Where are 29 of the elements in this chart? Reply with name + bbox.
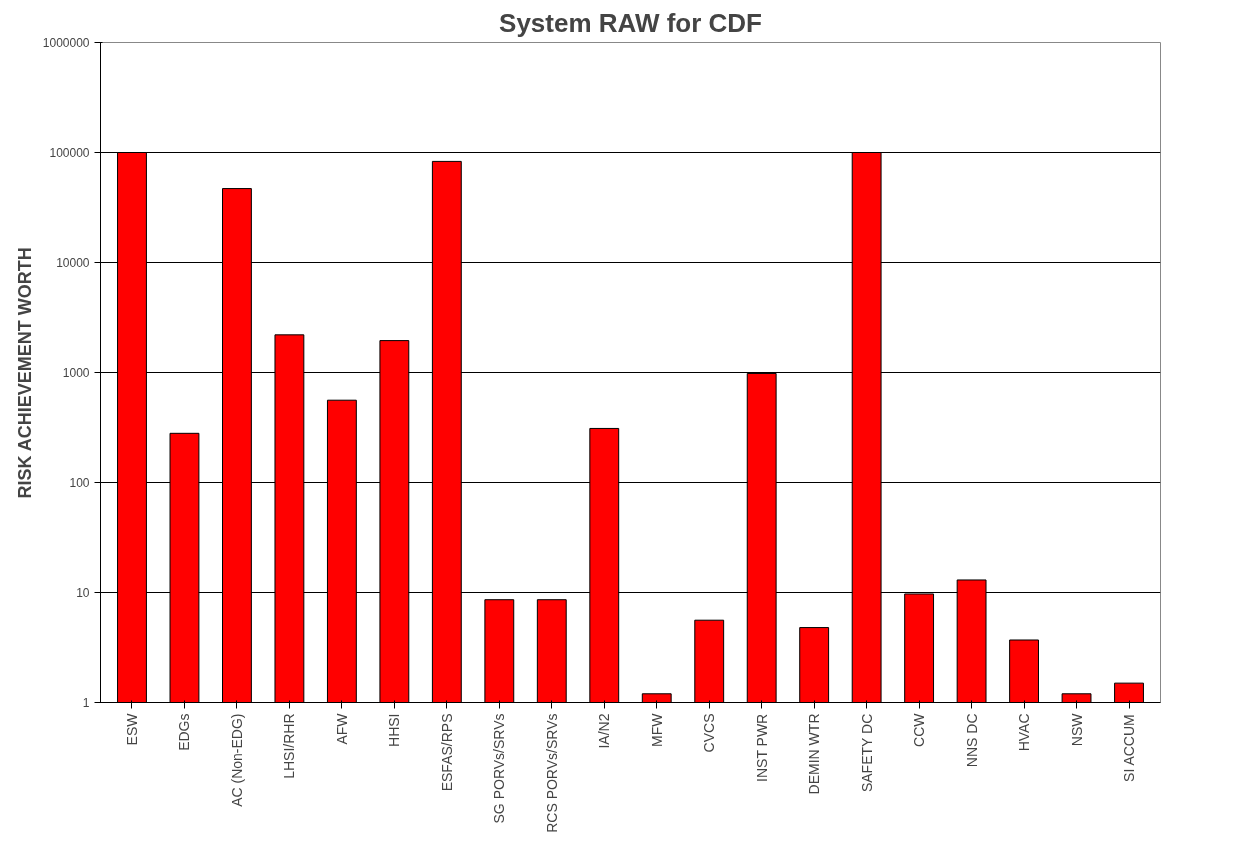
x-tick-label: SAFETY DC bbox=[858, 713, 875, 793]
y-tick-label: 10 bbox=[76, 586, 90, 600]
x-tick-label: ESW bbox=[123, 712, 140, 746]
y-tick-label: 100000 bbox=[49, 146, 90, 160]
y-tick-label: 10000 bbox=[56, 256, 90, 270]
x-tick-label: RCS PORVs/SRVs bbox=[543, 713, 560, 833]
chart-title: System RAW for CDF bbox=[499, 7, 762, 38]
x-tick-label: ESFAS/RPS bbox=[438, 713, 455, 792]
x-tick-label: CVCS bbox=[701, 713, 718, 753]
x-tick-label: AC (Non-EDG) bbox=[228, 713, 245, 807]
x-tick-label: EDGs bbox=[176, 713, 193, 751]
x-tick-label: CCW bbox=[911, 712, 928, 747]
x-tick-label: DEMIN WTR bbox=[806, 713, 823, 795]
x-tick-label: SI ACCUM bbox=[1121, 714, 1138, 782]
x-tick-label: HHSI bbox=[386, 713, 403, 747]
y-tick-label: 1000 bbox=[62, 366, 90, 380]
x-tick-label: SG PORVs/SRVs bbox=[491, 713, 508, 824]
x-tick-label: INST PWR bbox=[753, 713, 770, 782]
x-tick-label: NSW bbox=[1068, 712, 1085, 747]
y-axis-title: RISK ACHIEVEMENT WORTH bbox=[14, 247, 35, 499]
x-tick-label: IA/N2 bbox=[596, 713, 613, 749]
x-tick-label: HVAC bbox=[1016, 713, 1033, 752]
x-tick-label: LHSI/RHR bbox=[281, 713, 298, 779]
y-tick-label: 100 bbox=[69, 476, 90, 490]
x-tick-label: MFW bbox=[648, 712, 665, 747]
y-tick-label: 1000000 bbox=[42, 36, 90, 50]
x-tick-label: NNS DC bbox=[963, 713, 980, 768]
x-tick-label: AFW bbox=[333, 712, 350, 745]
y-tick-label: 1 bbox=[82, 696, 90, 710]
